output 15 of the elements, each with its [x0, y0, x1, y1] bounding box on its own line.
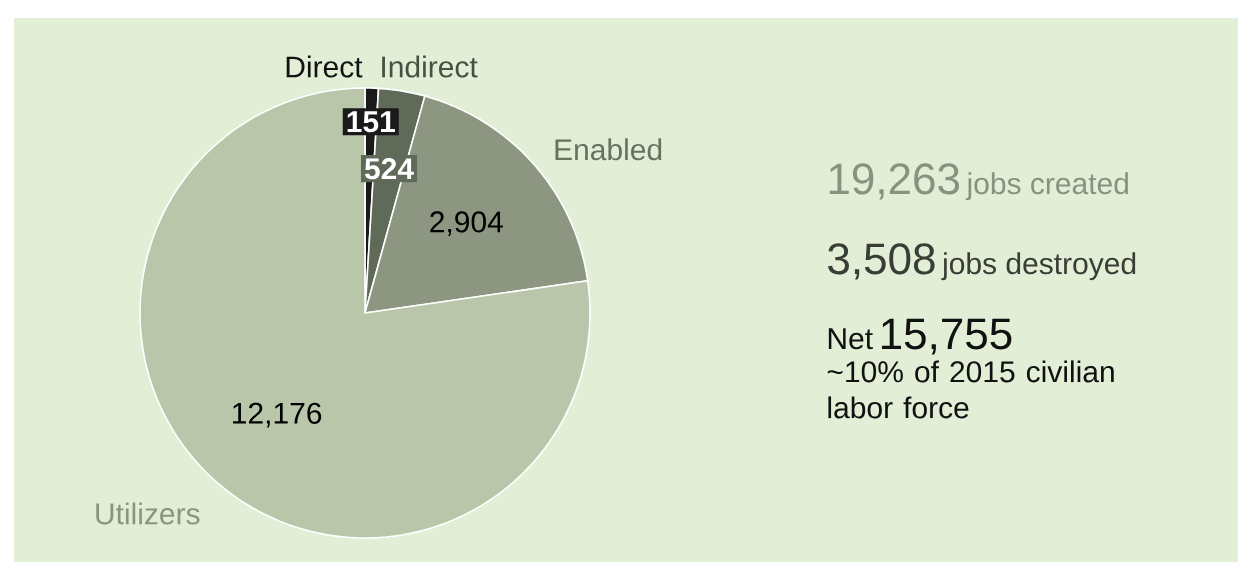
text: ~10% of 2015 civilian labor force — [827, 360, 1114, 419]
slice-label: Utilizers — [96, 502, 200, 525]
slice-label: Direct — [286, 55, 363, 78]
text: jobs created — [965, 172, 1128, 201]
data-label: 12,176 — [233, 402, 322, 428]
text: 15,755 — [882, 318, 1012, 355]
data-label: 2,904 — [430, 211, 503, 237]
slice-label: Indirect — [382, 55, 478, 78]
text: Net — [828, 328, 873, 350]
text: jobs destroyed — [941, 252, 1136, 281]
text: 3,508 — [828, 243, 935, 280]
data-label: 524 — [364, 158, 414, 180]
data-label: 151 — [347, 111, 395, 133]
text: 19,263 — [829, 163, 960, 200]
slice-label: Enabled — [555, 138, 662, 161]
